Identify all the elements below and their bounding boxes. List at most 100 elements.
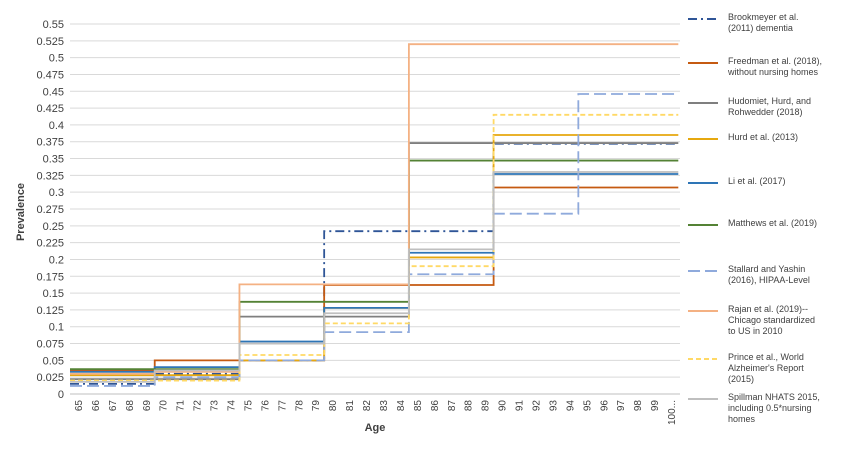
x-tick-label: 88 xyxy=(464,400,475,412)
x-tick-label: 95 xyxy=(582,400,593,412)
x-tick-label: 68 xyxy=(125,400,136,412)
legend-item: Hurd et al. (2013) xyxy=(680,132,852,150)
x-tick-label: 69 xyxy=(142,400,153,412)
series-line xyxy=(70,93,679,387)
x-tick-label: 89 xyxy=(481,400,492,412)
x-axis-label: Age xyxy=(365,422,386,434)
legend-item: Freedman et al. (2018), without nursing … xyxy=(680,56,852,78)
y-tick-label: 0.35 xyxy=(43,154,64,166)
series-line xyxy=(70,186,679,372)
y-tick-label: 0.175 xyxy=(36,271,64,283)
legend-swatch xyxy=(688,398,718,400)
x-tick-label: 67 xyxy=(108,400,119,412)
legend-swatch xyxy=(688,18,718,20)
legend-item: Stallard and Yashin (2016), HIPAA-Level xyxy=(680,264,852,286)
x-tick-label: 87 xyxy=(447,400,458,412)
legend-item: Prince et al., World Alzheimer's Report … xyxy=(680,352,852,385)
y-tick-label: 0.425 xyxy=(36,103,64,115)
series-line xyxy=(70,173,679,373)
legend-label: Matthews et al. (2019) xyxy=(728,218,818,228)
legend-swatch xyxy=(688,182,718,184)
legend-label: Prince et al., World Alzheimer's Report … xyxy=(728,352,804,384)
legend-item: Hudomiet, Hurd, and Rohwedder (2018) xyxy=(680,96,852,118)
legend-item: Matthews et al. (2019) xyxy=(680,218,852,236)
x-tick-label: 97 xyxy=(616,400,627,412)
y-tick-label: 0.5 xyxy=(49,53,64,65)
x-tick-label: 72 xyxy=(193,400,204,412)
x-tick-label: 84 xyxy=(396,400,407,412)
x-tick-label: 76 xyxy=(260,400,271,412)
legend-swatch xyxy=(688,270,718,272)
y-axis-label: Prevalence xyxy=(15,183,27,241)
x-tick-label: 71 xyxy=(176,400,187,412)
x-tick-label: 75 xyxy=(243,400,254,412)
legend-label: Spillman NHATS 2015, including 0.5*nursi… xyxy=(728,392,820,424)
legend-item: Spillman NHATS 2015, including 0.5*nursi… xyxy=(680,392,852,425)
x-tick-label: 98 xyxy=(633,400,644,412)
series-line xyxy=(70,113,679,382)
legend-item: Rajan et al. (2019)-- Chicago standardiz… xyxy=(680,304,852,337)
x-axis-ticks: 65 66 67 68 69 70 71 72 73 74 75 76 77 78 79 80 81 82 83 84… xyxy=(74,400,678,425)
y-tick-label: 0.55 xyxy=(43,19,64,31)
y-tick-label: 0.1 xyxy=(49,322,64,334)
x-tick-label: 77 xyxy=(277,400,288,412)
legend-label: Hurd et al. (2013) xyxy=(728,132,799,142)
x-tick-label: 70 xyxy=(159,400,170,412)
legend-label: Li et al. (2017) xyxy=(728,176,786,186)
gridlines xyxy=(70,23,680,395)
y-tick-label: 0.475 xyxy=(36,69,64,81)
legend-swatch xyxy=(688,358,718,360)
y-tick-label: 0.15 xyxy=(43,288,64,300)
x-tick-label: 81 xyxy=(345,400,356,412)
x-tick-label: 79 xyxy=(311,400,322,412)
x-tick-label: 66 xyxy=(91,400,102,412)
y-axis-ticks: 0 0.025 0.05 0.075 0.1 0.125 0.15 0.175 0.2 0.225… xyxy=(36,19,64,401)
series-line xyxy=(70,159,679,371)
x-tick-label: 90 xyxy=(498,400,509,412)
legend-swatch xyxy=(688,102,718,104)
x-tick-label: 74 xyxy=(226,400,237,412)
legend-swatch xyxy=(688,138,718,140)
y-tick-label: 0.4 xyxy=(49,120,64,132)
x-tick-label: 85 xyxy=(413,400,424,412)
legend-item: Li et al. (2017) xyxy=(680,176,852,194)
legend-label: Freedman et al. (2018), without nursing … xyxy=(728,56,823,77)
legend-swatch xyxy=(688,310,718,312)
legend-label: Rajan et al. (2019)-- Chicago standardiz… xyxy=(728,304,816,336)
legend-label: Brookmeyer et al. (2011) dementia xyxy=(728,12,799,33)
x-tick-label: 83 xyxy=(379,400,390,412)
y-tick-label: 0.2 xyxy=(49,254,64,266)
y-tick-label: 0.225 xyxy=(36,238,64,250)
x-tick-label: 91 xyxy=(515,400,526,412)
y-tick-label: 0 xyxy=(58,389,64,401)
y-tick-label: 0.525 xyxy=(36,36,64,48)
y-tick-label: 0.325 xyxy=(36,170,64,182)
series-line xyxy=(70,134,679,377)
x-tick-label: 99 xyxy=(650,400,661,412)
y-tick-label: 0.125 xyxy=(36,305,64,317)
y-tick-label: 0.05 xyxy=(43,355,64,367)
y-tick-label: 0.075 xyxy=(36,339,64,351)
series-layer xyxy=(70,43,679,387)
legend-swatch xyxy=(688,62,718,64)
x-tick-label: 100... xyxy=(667,400,678,425)
series-line xyxy=(70,171,679,383)
y-tick-label: 0.025 xyxy=(36,372,64,384)
x-tick-label: 93 xyxy=(548,400,559,412)
series-line xyxy=(70,142,679,385)
x-tick-label: 96 xyxy=(599,400,610,412)
y-tick-label: 0.45 xyxy=(43,86,64,98)
x-tick-label: 86 xyxy=(430,400,441,412)
legend-swatch xyxy=(688,224,718,226)
x-tick-label: 92 xyxy=(531,400,542,412)
y-tick-label: 0.375 xyxy=(36,137,64,149)
x-tick-label: 94 xyxy=(565,400,576,412)
legend-item: Brookmeyer et al. (2011) dementia xyxy=(680,12,852,34)
legend-label: Hudomiet, Hurd, and Rohwedder (2018) xyxy=(728,96,812,117)
x-tick-label: 65 xyxy=(74,400,85,412)
y-tick-label: 0.25 xyxy=(43,221,64,233)
y-tick-label: 0.275 xyxy=(36,204,64,216)
x-tick-label: 78 xyxy=(294,400,305,412)
